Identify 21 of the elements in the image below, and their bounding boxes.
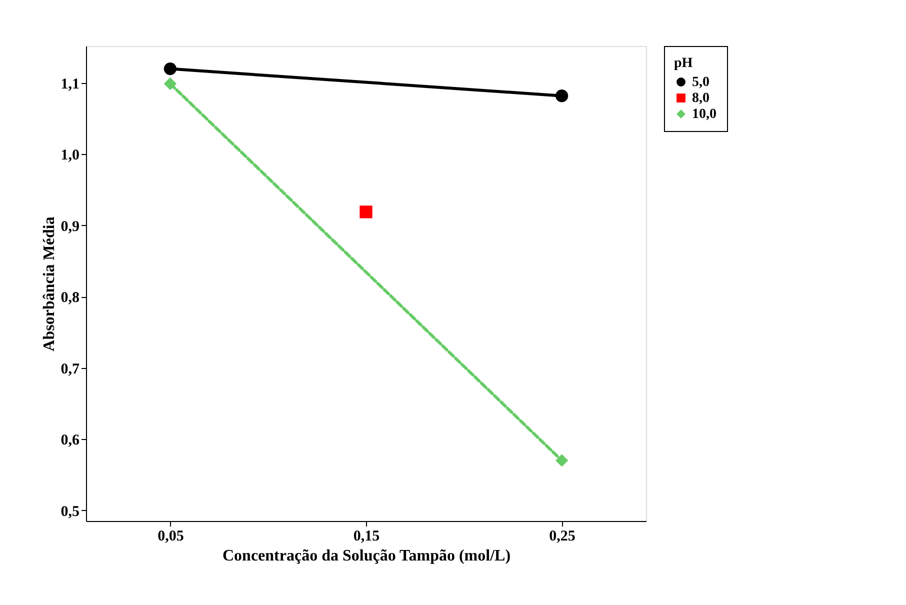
y-tick-label: 0,8 (60, 290, 80, 306)
y-tick-label: 0,7 (60, 361, 80, 378)
point (555, 454, 568, 467)
x-tick-label: 0,15 (353, 528, 380, 544)
point (555, 90, 568, 102)
y-tick-label: 0,5 (60, 504, 80, 520)
point (360, 206, 372, 218)
y-tick-label: 1,0 (60, 148, 80, 164)
y-axis-title: Absorbância Média (40, 216, 58, 352)
y-tick-label: 1,1 (60, 76, 80, 93)
point (164, 62, 177, 76)
legend-label: 8,0 (692, 91, 710, 106)
y-tick-label: 0,6 (60, 432, 80, 449)
y-tick-label: 0,9 (60, 218, 80, 235)
legend-label: 10,0 (692, 107, 716, 122)
legend-title: pH (674, 56, 693, 71)
x-tick-label: 0,25 (549, 528, 576, 544)
x-tick-label: 0,05 (158, 528, 184, 544)
legend-label: 5,0 (692, 75, 710, 90)
x-axis-title: Concentração da Solução Tampão (mol/L) (222, 548, 511, 564)
point (164, 77, 177, 90)
